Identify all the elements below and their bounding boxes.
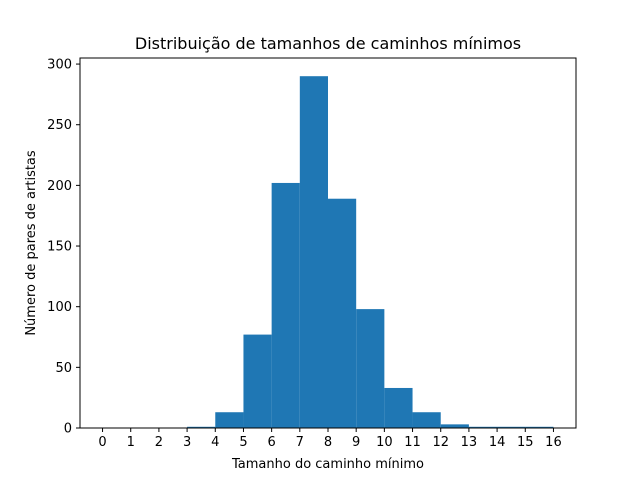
chart-title: Distribuição de tamanhos de caminhos mín… — [135, 34, 521, 53]
y-axis-ticks: 0 50 100 150 200 250 300 — [47, 58, 80, 437]
x-axis-ticks: 0 1 2 3 4 5 6 7 8 9 10 11 12 13 14 15 16 — [98, 428, 562, 450]
x-axis-label: Tamanho do caminho mínimo — [231, 457, 424, 472]
histogram-bar — [412, 412, 441, 428]
histogram-bar — [271, 182, 300, 428]
histogram-bar — [299, 76, 328, 429]
x-tick-label: 15 — [517, 435, 534, 450]
histogram-bar — [215, 412, 244, 428]
x-tick-label: 6 — [267, 435, 275, 450]
histogram-bar — [440, 424, 469, 428]
y-tick-label: 100 — [47, 300, 72, 315]
y-tick-label: 200 — [47, 179, 72, 194]
y-tick-label: 0 — [64, 422, 72, 437]
x-tick-label: 9 — [352, 435, 360, 450]
x-tick-label: 4 — [211, 435, 219, 450]
y-tick-label: 50 — [55, 361, 72, 376]
x-tick-label: 13 — [461, 435, 478, 450]
y-tick-label: 300 — [47, 58, 72, 73]
y-tick-label: 150 — [47, 240, 72, 255]
x-tick-label: 7 — [296, 435, 304, 450]
x-tick-label: 3 — [183, 435, 191, 450]
histogram-bar — [468, 426, 498, 428]
histogram-bar — [328, 198, 357, 428]
x-tick-label: 8 — [324, 435, 332, 450]
y-axis-label: Número de pares de artistas — [24, 150, 39, 336]
x-tick-label: 16 — [545, 435, 562, 450]
x-tick-label: 14 — [489, 435, 506, 450]
x-tick-label: 5 — [239, 435, 247, 450]
y-tick-label: 250 — [47, 118, 72, 133]
x-tick-label: 2 — [155, 435, 163, 450]
x-tick-label: 0 — [98, 435, 106, 450]
histogram-bar — [243, 334, 272, 428]
x-tick-label: 12 — [432, 435, 449, 450]
histogram-bar — [187, 426, 216, 428]
x-tick-label: 11 — [404, 435, 421, 450]
histogram-bar — [384, 387, 413, 428]
histogram-bar — [356, 309, 385, 428]
histogram-bar — [497, 426, 526, 428]
x-tick-label: 10 — [376, 435, 393, 450]
histogram-bar — [525, 426, 554, 428]
plot-frame — [79, 57, 577, 429]
bars-group — [187, 76, 554, 429]
x-tick-label: 1 — [127, 435, 135, 450]
